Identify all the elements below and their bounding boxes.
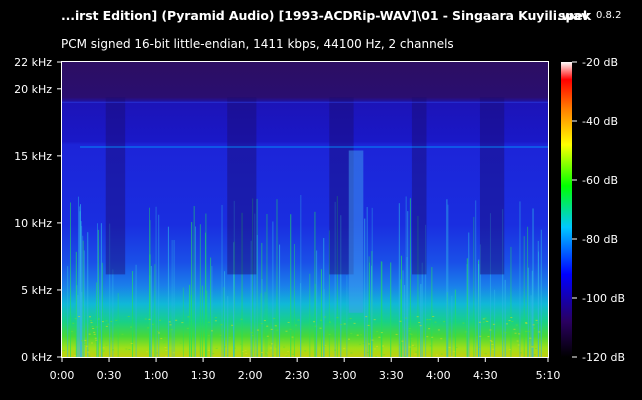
db-tick-label: -40 dB <box>582 115 618 128</box>
plot-frame <box>61 61 549 358</box>
time-tick-label: 4:30 <box>473 369 498 382</box>
time-tick-label: 5:10 <box>536 369 561 382</box>
db-axis: -20 dB -40 dB -60 dB -80 dB -100 dB -120 dB <box>572 56 625 364</box>
file-info: PCM signed 16-bit little-endian, 1411 kb… <box>61 37 454 51</box>
time-tick-label: 3:30 <box>379 369 404 382</box>
freq-tick-label: 20 kHz <box>14 83 52 96</box>
time-tick-label: 2:00 <box>238 369 263 382</box>
db-tick-label: -120 dB <box>582 351 625 364</box>
time-axis: 0:00 0:30 1:00 1:30 2:00 2:30 3:00 3:30 4:00 4:30… <box>50 357 561 382</box>
spectrogram-plot <box>62 62 548 357</box>
title-row: ...irst Edition] (Pyramid Audio) [1993-A… <box>61 8 636 28</box>
file-title: ...irst Edition] (Pyramid Audio) [1993-A… <box>61 8 590 23</box>
time-tick-label: 1:00 <box>144 369 169 382</box>
app-version: 0.8.2 <box>596 10 622 21</box>
time-tick-label: 2:30 <box>285 369 310 382</box>
spectrogram-texture <box>62 97 548 357</box>
db-color-scale <box>561 62 572 357</box>
freq-tick-label: 15 kHz <box>14 150 52 163</box>
db-tick-label: -100 dB <box>582 292 625 305</box>
frequency-axis: 22 kHz 20 kHz 15 kHz 10 kHz 5 kHz 0 kHz <box>14 56 62 364</box>
time-tick-label: 4:00 <box>426 369 451 382</box>
freq-tick-label: 0 kHz <box>21 351 52 364</box>
freq-tick-label: 22 kHz <box>14 56 52 69</box>
app-name: spek <box>558 8 592 23</box>
freq-tick-label: 5 kHz <box>21 284 52 297</box>
time-tick-label: 1:30 <box>191 369 216 382</box>
time-tick-label: 0:30 <box>97 369 122 382</box>
db-tick-label: -20 dB <box>582 56 618 69</box>
time-tick-label: 0:00 <box>50 369 75 382</box>
db-tick-label: -60 dB <box>582 174 618 187</box>
spectrogram-background <box>62 62 548 357</box>
freq-tick-label: 10 kHz <box>14 217 52 230</box>
time-tick-label: 3:00 <box>332 369 357 382</box>
db-tick-label: -80 dB <box>582 233 618 246</box>
